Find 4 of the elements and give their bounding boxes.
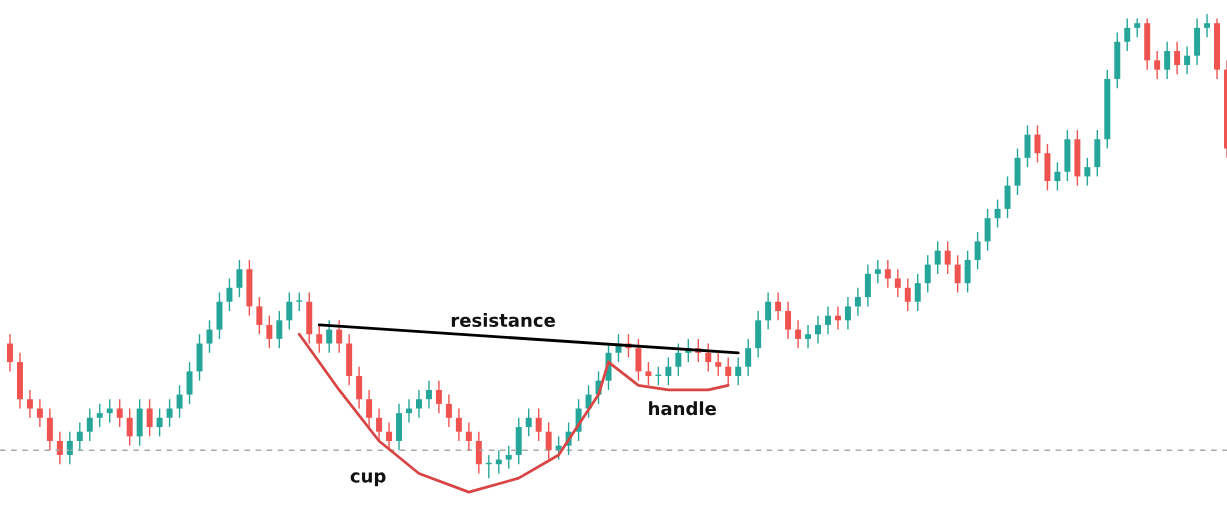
annotation: handle (649, 401, 716, 416)
annotation: cup (350, 472, 386, 487)
candlestick (296, 291, 303, 312)
annotation: resistance (451, 313, 555, 328)
